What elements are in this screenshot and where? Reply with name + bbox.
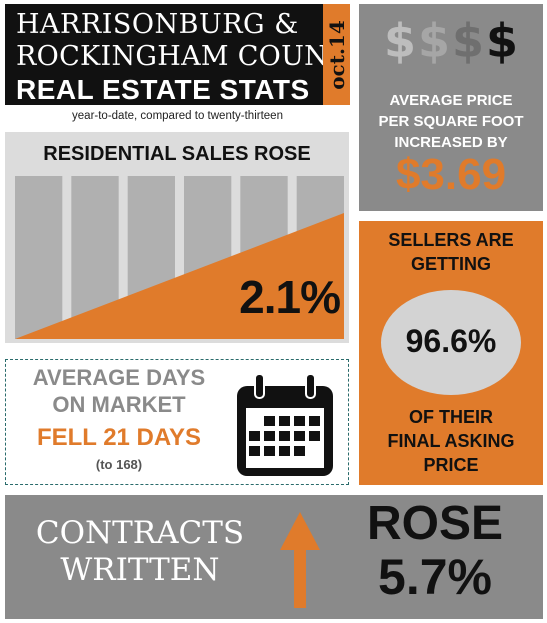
calendar-day-cell	[249, 431, 260, 441]
title-line-1: HARRISONBURG &	[16, 9, 299, 40]
label-line: INCREASED BY	[394, 134, 508, 151]
text-line: SELLERS ARE	[388, 230, 514, 250]
sellers-value: 96.6%	[405, 323, 497, 359]
calendar-day-cell	[294, 446, 305, 456]
calendar-day-cell	[294, 431, 305, 441]
residential-sales-value: 2.1%	[239, 271, 341, 323]
sellers-top-text: SELLERS ARE GETTING	[359, 228, 543, 276]
price-per-sqft-panel	[359, 4, 543, 211]
calendar-day-cell	[264, 416, 275, 426]
title-line: ON MARKET	[52, 392, 186, 417]
text-line: PRICE	[423, 455, 479, 475]
rising-wedge	[15, 213, 344, 339]
label-line: PER SQUARE FOOT	[378, 113, 524, 130]
title-line-3: REAL ESTATE STATS	[16, 74, 310, 105]
dollar-icon: $	[486, 14, 519, 68]
calendar-day-cell	[264, 431, 275, 441]
calendar-day-cell	[279, 431, 290, 441]
dollar-icon: $	[452, 14, 485, 68]
calendar-day-cell	[279, 446, 290, 456]
sellers-bottom-text: OF THEIR FINAL ASKING PRICE	[359, 405, 543, 477]
dollar-icon: $	[418, 14, 451, 68]
label-line: AVERAGE PRICE	[389, 92, 513, 109]
contracts-label: CONTRACTS WRITTEN	[15, 515, 265, 589]
calendar-day-cell	[249, 446, 260, 456]
date-tab	[323, 4, 350, 105]
calendar-day-cell	[294, 416, 305, 426]
subtitle: year-to-date, compared to twenty-thirtee…	[72, 110, 283, 122]
price-per-sqft-value: $3.69	[395, 150, 507, 199]
title-line-2: ROCKINGHAM COUNTY	[16, 41, 365, 72]
sellers-oval	[381, 290, 521, 395]
date-label: oct.14	[324, 19, 349, 90]
up-arrow-icon	[280, 512, 320, 608]
contracts-value: 5.7%	[378, 549, 492, 605]
label-line: CONTRACTS	[35, 515, 245, 551]
calendar-day-cell	[309, 431, 320, 441]
calendar-day-cell	[264, 446, 275, 456]
header-banner: HARRISONBURG & ROCKINGHAM COUNTY REAL ES…	[5, 4, 364, 105]
days-on-market-title: AVERAGE DAYS ON MARKET	[8, 364, 230, 418]
background-bar	[15, 176, 63, 339]
text-line: OF THEIR	[409, 407, 493, 427]
text-line: GETTING	[411, 254, 491, 274]
days-on-market-value: FELL 21 DAYS	[36, 424, 202, 451]
contracts-panel	[5, 495, 543, 619]
title-line: AVERAGE DAYS	[32, 365, 206, 390]
contracts-direction: ROSE	[366, 497, 504, 550]
calendar-day-cell	[309, 416, 320, 426]
calendar-icon	[237, 373, 333, 476]
days-on-market-sub: (to 168)	[95, 457, 143, 472]
residential-sales-title: RESIDENTIAL SALES ROSE	[43, 143, 311, 165]
dollar-icon: $	[384, 14, 417, 68]
calendar-day-cell	[279, 416, 290, 426]
residential-sales-graphic	[15, 176, 344, 339]
price-per-sqft-label: AVERAGE PRICE PER SQUARE FOOT INCREASED …	[359, 90, 543, 153]
days-on-market-panel	[5, 359, 349, 485]
text-line: FINAL ASKING	[387, 431, 515, 451]
label-line: WRITTEN	[60, 552, 220, 588]
